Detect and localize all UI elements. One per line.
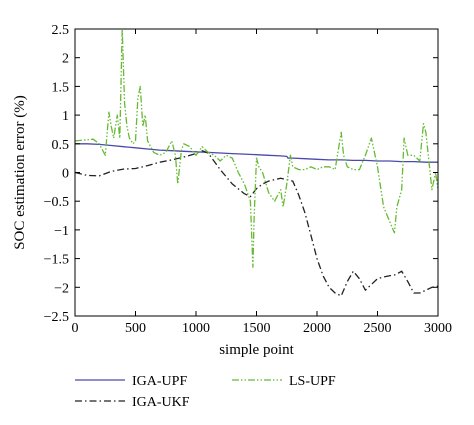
- y-tick-label: −1.5: [44, 253, 69, 268]
- x-tick-label: 2000: [303, 321, 331, 336]
- legend-label: IGA-UKF: [132, 395, 190, 410]
- x-tick-label: 0: [72, 321, 79, 336]
- series-line-iga-upf: [75, 143, 438, 163]
- series-line-iga-ukf: [75, 150, 438, 297]
- y-tick-label: −2.5: [44, 310, 69, 325]
- x-axis-label: simple point: [219, 342, 294, 358]
- y-tick-label: 1: [62, 109, 69, 124]
- y-tick-label: −2: [54, 281, 69, 296]
- x-tick-label: 2500: [364, 321, 392, 336]
- y-tick-label: −0.5: [44, 195, 69, 210]
- x-tick-label: 500: [125, 321, 146, 336]
- x-axis: 0 500 1000 1500 2000 2500 3000: [72, 29, 452, 336]
- x-tick-label: 1500: [243, 321, 271, 336]
- y-tick-label: 2: [62, 52, 69, 67]
- series-layer: [75, 29, 438, 297]
- x-tick-label: 1000: [182, 321, 210, 336]
- y-tick-label: −1: [54, 224, 69, 239]
- y-tick-label: 1.5: [52, 80, 70, 95]
- x-tick-label: 3000: [424, 321, 452, 336]
- legend-label: LS-UPF: [289, 374, 336, 389]
- y-tick-label: 2.5: [52, 23, 70, 38]
- legend: IGA-UPF IGA-UKF LS-UPF: [75, 374, 336, 410]
- y-tick-label: 0.5: [52, 138, 70, 153]
- y-tick-label: 0: [62, 167, 69, 182]
- series-line-ls-upf: [75, 29, 438, 268]
- y-axis-label: SOC estimation error (%): [12, 95, 28, 250]
- y-axis: −2.5 −2 −1.5 −1 −0.5 0 0.5 1 1.5 2 2.5: [44, 23, 438, 325]
- legend-label: IGA-UPF: [132, 374, 187, 389]
